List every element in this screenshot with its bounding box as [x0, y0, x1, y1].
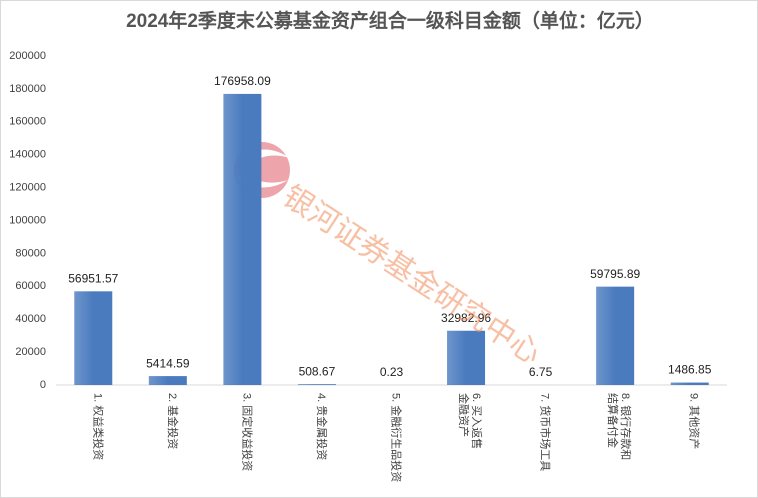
y-tick-label: 60000	[15, 280, 46, 292]
x-tick-label: 9. 其他资产	[688, 393, 702, 449]
y-tick-label: 100000	[9, 214, 46, 226]
y-tick-label: 80000	[15, 247, 46, 259]
y-tick-label: 0	[40, 379, 46, 391]
bar	[596, 286, 635, 385]
chart-title: 2024年2季度末公募基金资产组合一级科目金额（单位：亿元）	[126, 9, 654, 32]
value-label: 5414.59	[146, 356, 190, 370]
x-tick-label: 2. 基金投资	[166, 393, 180, 449]
y-tick-label: 120000	[9, 182, 46, 194]
x-tick-label: 5. 金融衍生品投资	[390, 393, 404, 482]
bar	[447, 330, 486, 385]
x-tick-label: 4. 贵金属投资	[315, 393, 329, 460]
x-tick-label: 3. 固定收益投资	[240, 393, 254, 471]
value-label: 0.23	[380, 365, 404, 379]
value-label: 56951.57	[68, 271, 118, 285]
bar	[223, 93, 262, 386]
value-label: 6.75	[529, 365, 553, 379]
value-label: 176958.09	[214, 74, 271, 88]
bar	[148, 376, 187, 385]
bar	[670, 382, 709, 385]
bar	[297, 384, 336, 385]
bar	[74, 291, 113, 385]
value-label: 1486.85	[668, 363, 712, 377]
x-tick-label: 8. 银行存款和结算备付金	[606, 393, 633, 460]
y-tick-label: 180000	[9, 83, 46, 95]
y-tick-label: 200000	[9, 50, 46, 62]
value-label: 32982.96	[441, 311, 491, 325]
x-tick-label: 1. 权益类投资	[91, 393, 105, 460]
y-tick-label: 140000	[9, 149, 46, 161]
y-tick-label: 20000	[15, 346, 46, 358]
y-tick-label: 40000	[15, 313, 46, 325]
x-tick-label: 7. 货币市场工具	[539, 393, 553, 471]
value-label: 508.67	[299, 364, 336, 378]
value-label: 59795.89	[590, 267, 640, 281]
x-tick-label: 6. 买入返售金融资产	[457, 393, 484, 449]
y-tick-label: 160000	[9, 116, 46, 128]
